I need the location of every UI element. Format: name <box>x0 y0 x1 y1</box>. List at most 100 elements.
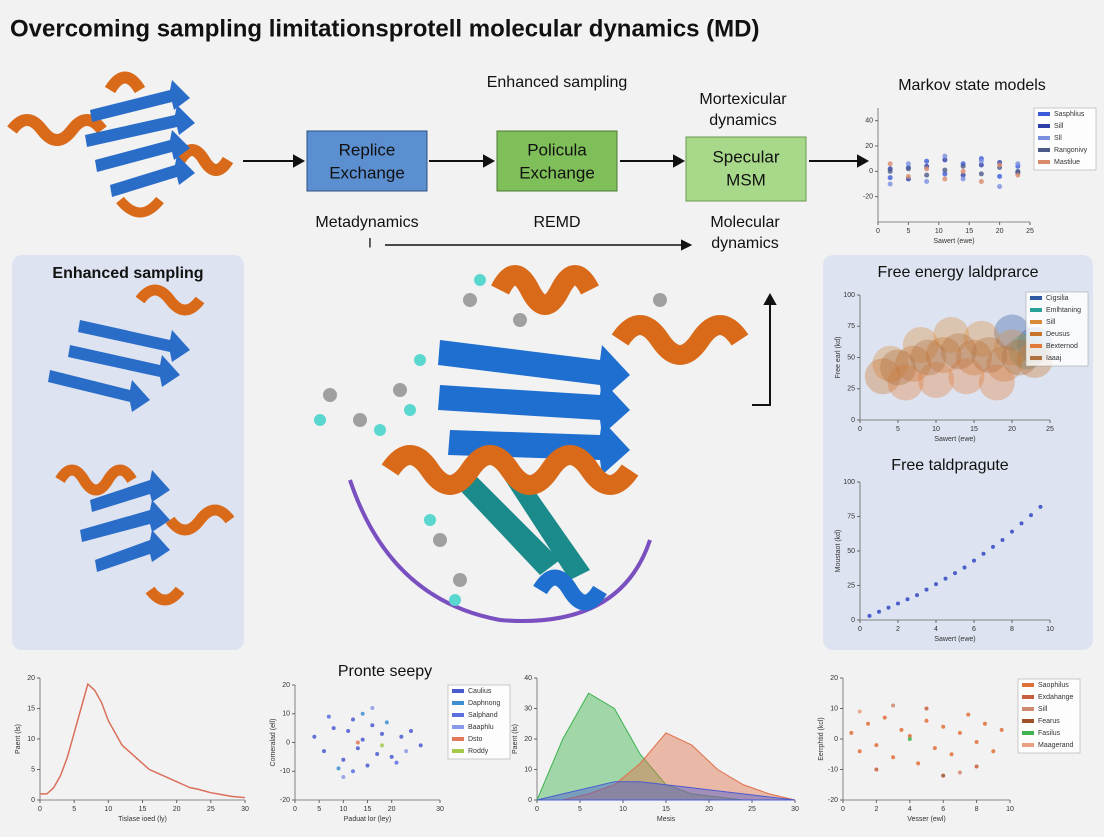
point <box>960 168 966 174</box>
area <box>536 781 796 801</box>
point <box>997 184 1003 190</box>
legend-label: Sasphlius <box>1054 111 1085 118</box>
flow-label: Mortexicular <box>699 91 787 108</box>
legend-label: Exdahange <box>1038 694 1074 701</box>
point <box>887 181 893 187</box>
legend-label: Bexternod <box>1046 343 1078 350</box>
y-tick-label: 20 <box>524 736 532 743</box>
chart-title: Markov state models <box>898 77 1046 94</box>
point <box>932 746 937 751</box>
point <box>370 723 375 728</box>
y-tick-label: -20 <box>863 194 873 201</box>
y-tick-label: 30 <box>524 705 532 712</box>
x-tick-label: 2 <box>896 626 900 633</box>
point <box>882 715 887 720</box>
y-tick-label: -10 <box>828 766 838 773</box>
legend-label: Dsto <box>468 736 483 743</box>
y-axis-label: Paent (ls) <box>15 724 22 754</box>
point <box>849 730 854 735</box>
point <box>910 339 947 376</box>
legend-label: Emlhtaning <box>1046 307 1081 314</box>
point <box>857 749 862 754</box>
x-tick-label: 0 <box>293 806 297 813</box>
x-tick-label: 0 <box>38 806 42 813</box>
point <box>905 597 910 602</box>
point <box>986 345 1023 382</box>
point <box>907 733 912 738</box>
point <box>360 711 365 716</box>
x-tick-label: 25 <box>748 806 756 813</box>
point <box>974 740 979 745</box>
legend-label: Baaphlu <box>468 724 494 731</box>
legend-label: Cigsilia <box>1046 295 1069 302</box>
legend-label: Iaaaj <box>1046 355 1062 362</box>
chart-title: Free taldpragute <box>891 457 1009 474</box>
x-tick-label: 10 <box>104 806 112 813</box>
point <box>874 767 879 772</box>
line <box>40 682 246 799</box>
point <box>355 740 360 745</box>
point <box>960 172 966 178</box>
y-axis-label: Moustaot (kd) <box>835 530 842 573</box>
point <box>394 760 399 765</box>
y-tick-label: 15 <box>27 705 35 712</box>
legend-swatch <box>1038 136 1050 140</box>
y-tick-label: -20 <box>280 797 290 804</box>
point <box>905 161 911 167</box>
x-tick-label: 20 <box>705 806 713 813</box>
x-axis-label: Mesis <box>657 816 676 823</box>
legend-label: Sill <box>1054 123 1064 130</box>
y-tick-label: 10 <box>27 736 35 743</box>
flow-box-text: Exchange <box>329 163 405 182</box>
x-tick-label: 20 <box>996 228 1004 235</box>
y-tick-label: 100 <box>843 292 855 299</box>
point <box>375 752 380 756</box>
point <box>953 571 957 576</box>
legend-swatch <box>1038 148 1050 152</box>
x-tick-label: 0 <box>858 626 862 633</box>
point <box>941 773 946 778</box>
y-tick-label: 25 <box>847 582 855 589</box>
legend-swatch <box>1030 356 1042 360</box>
legend-label: Sll <box>1054 135 1062 142</box>
legend-label: Rangonivy <box>1054 147 1088 154</box>
flow-box <box>685 136 807 202</box>
flow-heading: Enhanced sampling <box>487 74 628 91</box>
legend-swatch <box>452 749 464 753</box>
x-tick-label: 10 <box>935 228 943 235</box>
legend-label: Maagerand <box>1038 742 1074 749</box>
x-tick-label: 25 <box>1026 228 1034 235</box>
side-panel <box>12 255 244 650</box>
x-tick-label: 30 <box>791 806 799 813</box>
flow-box <box>306 130 428 192</box>
point <box>957 730 962 735</box>
y-tick-label: 10 <box>830 705 838 712</box>
flow-label: Molecular <box>710 214 780 231</box>
point <box>404 749 409 754</box>
x-tick-label: 5 <box>578 806 582 813</box>
point <box>974 764 979 769</box>
point <box>948 358 985 395</box>
point <box>322 749 326 754</box>
x-tick-label: 8 <box>1010 626 1014 633</box>
x-axis-label: Tislase ioed (ly) <box>118 816 167 823</box>
flow-label: Metadynamics <box>315 214 418 231</box>
x-tick-label: 20 <box>1008 426 1016 433</box>
flow-label: dynamics <box>711 235 779 252</box>
point <box>978 171 984 177</box>
point <box>962 565 967 570</box>
point <box>941 724 946 729</box>
y-tick-label: 20 <box>865 143 873 150</box>
side-panel <box>823 255 1093 650</box>
y-axis-label: Paent (ls) <box>512 724 519 754</box>
legend-swatch <box>1022 695 1034 699</box>
point <box>384 720 389 725</box>
point <box>902 327 939 363</box>
x-axis-label: Sawert (ewe) <box>934 636 975 643</box>
point <box>899 727 904 732</box>
point <box>991 544 995 549</box>
point <box>916 761 921 766</box>
point <box>905 173 911 179</box>
legend-label: Fearus <box>1038 718 1060 725</box>
